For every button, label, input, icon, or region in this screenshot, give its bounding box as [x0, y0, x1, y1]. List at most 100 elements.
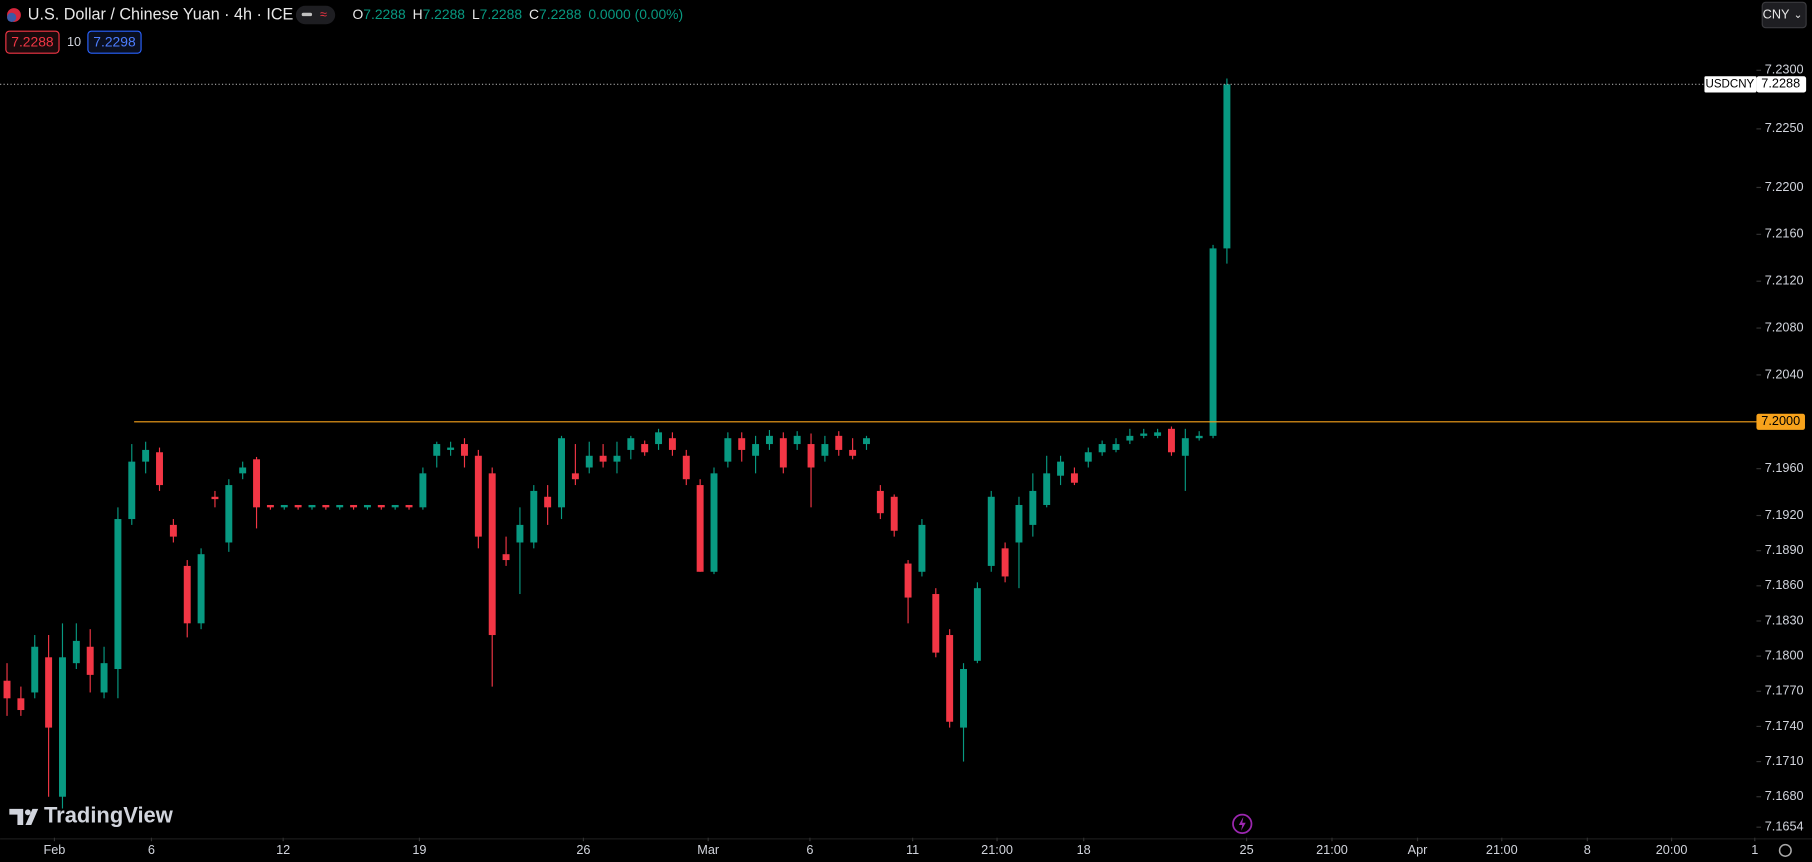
y-tick-label: 7.2080: [1765, 319, 1804, 334]
toggle-icon: [301, 12, 313, 17]
candle-body: [1223, 84, 1231, 249]
candle-body: [86, 646, 94, 675]
sell-button[interactable]: [5, 30, 60, 54]
candle-body: [724, 438, 732, 462]
x-tick-label: 6: [148, 842, 155, 857]
buy-button[interactable]: [87, 30, 142, 54]
x-tick-label: 8: [1584, 842, 1591, 857]
candle-body: [183, 565, 191, 624]
spread: 10: [67, 34, 81, 49]
legend-value: 7.2288: [363, 6, 406, 22]
candle-body: [932, 594, 940, 653]
logo-icon: [9, 808, 39, 826]
ohlc-legend: O7.2288 H7.2288 L7.2288 C7.2288 0.0000 (0.00…: [353, 6, 684, 22]
candle-body: [363, 504, 371, 508]
x-tick-label: 21:00: [1316, 842, 1348, 857]
candle-body: [904, 563, 912, 598]
candle-body: [474, 455, 482, 537]
candle-body: [169, 524, 177, 537]
symbol-label: USDCNY: [1705, 78, 1754, 90]
candle-body: [447, 447, 455, 450]
candle-body: [946, 635, 954, 722]
toggle-icon: ≈: [320, 6, 327, 21]
settings-icon[interactable]: [1778, 843, 1792, 857]
currency-button[interactable]: [1761, 1, 1807, 29]
candle-body: [1167, 428, 1175, 453]
x-tick-label: 21:00: [981, 842, 1013, 857]
candle-body: [253, 459, 261, 508]
candle-body: [3, 680, 11, 699]
candle-body: [835, 435, 843, 450]
candle-body: [516, 524, 524, 543]
candle-body: [849, 449, 857, 456]
candle-body: [128, 461, 136, 520]
last-price-label-bg: [1756, 76, 1807, 93]
candle-body: [1209, 248, 1217, 436]
candle-body: [655, 432, 663, 445]
candle-body: [627, 438, 635, 450]
legend-key: L: [472, 6, 480, 22]
candle-body: [918, 524, 926, 572]
candle-body: [1015, 504, 1023, 543]
y-tick-label: 7.2200: [1765, 179, 1804, 194]
x-tick-label: Mar: [697, 842, 720, 857]
x-tick-label: 6: [806, 842, 813, 857]
candle-body: [987, 496, 995, 566]
legend-change: 0.0000 (0.00%): [588, 6, 683, 22]
legend-value: 7.2288: [423, 6, 466, 22]
candle-body: [211, 496, 219, 500]
candle-body: [1098, 444, 1106, 453]
x-tick-label: 11: [906, 842, 919, 857]
y-tick-label: 7.1710: [1765, 753, 1804, 768]
x-tick-label: 20:00: [1656, 842, 1688, 857]
y-tick-label: 7.1740: [1765, 718, 1804, 733]
candle-body: [960, 669, 967, 728]
candle-body: [1084, 452, 1092, 462]
events-icon[interactable]: [1232, 813, 1253, 834]
candle-body: [682, 455, 690, 480]
candle-body: [45, 657, 53, 728]
candle-body: [1001, 548, 1009, 577]
y-tick-label: 7.1830: [1765, 612, 1804, 627]
candle-body: [613, 455, 621, 462]
candle-body: [308, 504, 316, 508]
candle-body: [1057, 461, 1065, 476]
candle-body: [461, 444, 468, 456]
candle-body: [668, 438, 676, 450]
currency: CNY: [1763, 6, 1790, 21]
candle-body: [710, 473, 718, 572]
candle-body: [863, 438, 870, 445]
y-tick-label: 7.1960: [1765, 460, 1804, 475]
candle-body: [765, 435, 773, 445]
candle-body: [100, 663, 108, 693]
symbol-title[interactable]: U.S. Dollar / Chinese Yuan · 4h · ICE: [28, 5, 294, 23]
y-tick-label: 7.1680: [1765, 788, 1804, 803]
y-tick-label: 7.2160: [1765, 226, 1804, 241]
candle-body: [59, 657, 66, 797]
logo-icon: [24, 809, 31, 816]
candle-body: [779, 438, 787, 468]
y-tick-label: 7.1860: [1765, 577, 1804, 592]
candle-body: [641, 444, 649, 453]
candle-body: [419, 473, 427, 508]
candle-body: [197, 554, 205, 624]
y-tick-label: 7.1770: [1765, 683, 1804, 698]
y-tick-label: 7.2300: [1765, 62, 1804, 77]
x-tick-label: Apr: [1408, 842, 1429, 857]
x-tick-label: 25: [1240, 842, 1254, 857]
candle-body: [31, 646, 39, 693]
y-tick-label: 7.1920: [1765, 507, 1804, 522]
candle-body: [738, 438, 746, 450]
visibility-toggle[interactable]: [295, 5, 336, 25]
candle-body: [1029, 490, 1037, 525]
candle-body: [377, 504, 385, 508]
candle-body: [142, 449, 150, 462]
candle-body: [558, 438, 565, 508]
legend-value: 7.2288: [480, 6, 523, 22]
x-tick-label: 26: [576, 842, 590, 857]
candle-body: [294, 504, 302, 508]
candle-body: [890, 496, 898, 531]
legend-key: O: [353, 6, 364, 22]
